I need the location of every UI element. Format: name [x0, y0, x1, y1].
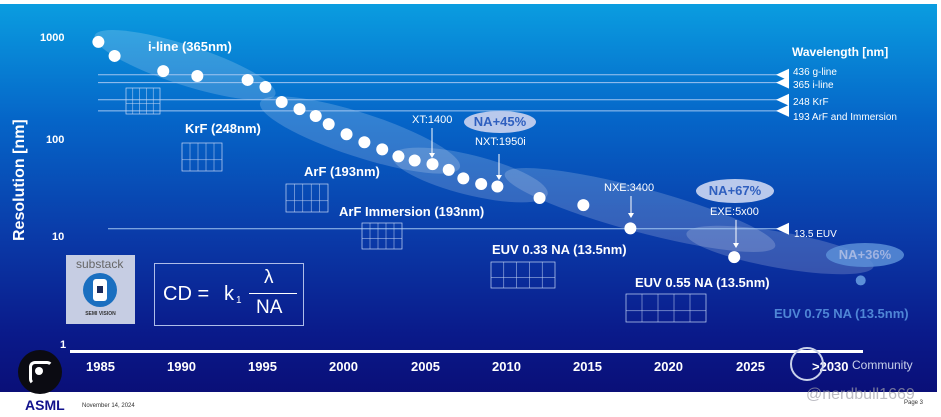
data-point-19: [491, 180, 504, 193]
x-tick-2010: 2010: [492, 359, 521, 374]
wavelength-label-193: 193 ArF and Immersion: [793, 112, 897, 123]
x-tick-2000: 2000: [329, 359, 358, 374]
data-point-5: [259, 80, 272, 93]
machine-icon-0: [125, 87, 161, 115]
machine-label-xt1400: XT:1400: [412, 114, 453, 126]
substack-semivision-logo: substack SEMI VISION: [66, 255, 135, 324]
machine-arrowhead-1: [496, 175, 502, 180]
formula-k-sub: 1: [236, 295, 242, 306]
x-tick-1995: 1995: [248, 359, 277, 374]
y-tick-100: 100: [46, 134, 65, 146]
data-point-1: [108, 49, 121, 62]
machine-arrowhead-2: [628, 213, 634, 218]
machine-icon-1: [181, 142, 223, 172]
semivision-emblem-icon: [83, 273, 117, 307]
data-point-15: [426, 158, 439, 171]
formula-numerator: λ: [264, 267, 274, 288]
machine-icon-5: [625, 293, 707, 323]
y-tick-1000: 1000: [40, 32, 65, 44]
data-point-21: [577, 199, 590, 212]
data-point-2: [157, 65, 170, 78]
data-point-10: [340, 128, 353, 141]
data-point-11: [358, 136, 371, 149]
tech-label-arf-immersion: ArF Immersion (193nm): [339, 204, 485, 219]
wavelength-marker-13.5: [776, 222, 789, 235]
x-tick-2015: 2015: [573, 359, 602, 374]
machine-icon-3: [361, 222, 403, 250]
wavelength-marker-436: [776, 68, 789, 81]
data-point-14: [408, 154, 421, 167]
community-watermark: Community: [852, 358, 913, 372]
x-tick-2025: 2025: [736, 359, 765, 374]
formula-k: k: [224, 283, 234, 305]
wavelength-title: Wavelength [nm]: [792, 45, 889, 59]
data-point-7: [293, 103, 306, 116]
wavelength-label-euv: 13.5 EUV: [794, 229, 837, 240]
machine-label-nxe3400: NXE:3400: [604, 182, 655, 194]
x-tick-1990: 1990: [167, 359, 196, 374]
na-badge-67: NA+67%: [696, 179, 774, 203]
na-badge-45: NA+45%: [464, 111, 536, 133]
data-point-9: [322, 118, 335, 131]
data-point-22: [624, 222, 637, 235]
technology-band-4: [686, 225, 874, 275]
machine-arrowhead-0: [429, 153, 435, 158]
data-point-16: [442, 163, 455, 176]
data-point-13: [392, 150, 405, 163]
formula-fraction-bar: [249, 293, 297, 294]
na-badge-36: NA+36%: [826, 243, 904, 267]
data-point-24: [855, 275, 866, 286]
wavelength-marker-248: [776, 93, 789, 106]
wavelength-label-248: 248 KrF: [793, 97, 829, 108]
x-tick-2005: 2005: [411, 359, 440, 374]
data-point-3: [191, 70, 204, 83]
substack-brand: substack: [76, 257, 124, 271]
data-point-23: [728, 251, 741, 264]
page-number: Page 3: [904, 400, 924, 406]
wavelength-marker-365: [776, 76, 789, 89]
wavelength-marker-193: [776, 104, 789, 117]
y-tick-1: 1: [60, 339, 67, 351]
machine-label-exe5x00: EXE:5x00: [710, 206, 759, 218]
data-point-20: [533, 192, 546, 205]
technology-band-3: [504, 167, 776, 253]
formula-box: CD = k 1 λ NA: [154, 263, 304, 326]
asml-logo: ASML: [25, 397, 65, 413]
machine-label-nxt1950i: NXT:1950i: [475, 136, 526, 148]
y-axis-title: Resolution [nm]: [11, 119, 28, 241]
technology-band-0: [94, 30, 276, 100]
user-watermark: @nerdbull1669: [806, 386, 915, 403]
data-point-0: [92, 35, 105, 48]
tech-label-euv-055: EUV 0.55 NA (13.5nm): [635, 275, 770, 290]
lens-icon: [29, 361, 53, 385]
machine-arrowhead-3: [733, 243, 739, 248]
data-point-18: [475, 178, 488, 191]
footer-date: November 14, 2024: [82, 403, 135, 409]
community-logo-icon: [790, 347, 824, 381]
data-point-8: [309, 109, 322, 122]
tech-label-arf: ArF (193nm): [304, 164, 380, 179]
data-point-12: [376, 143, 389, 156]
y-tick-10: 10: [52, 231, 65, 243]
semivision-name: SEMI VISION: [85, 311, 116, 317]
x-axis-line: [70, 350, 863, 353]
tech-label-euv-075: EUV 0.75 NA (13.5nm): [774, 306, 909, 321]
wavelength-label-365: 365 i-line: [793, 80, 834, 91]
x-tick-2020: 2020: [654, 359, 683, 374]
machine-icon-4: [490, 261, 556, 289]
tech-label-iline: i-line (365nm): [148, 39, 232, 54]
data-point-4: [241, 73, 254, 86]
formula-denominator: NA: [256, 297, 283, 318]
data-point-6: [275, 95, 288, 108]
tech-label-euv-033: EUV 0.33 NA (13.5nm): [492, 242, 627, 257]
slide: [0, 4, 937, 392]
data-point-17: [457, 172, 470, 185]
formula-lhs: CD =: [163, 283, 210, 305]
x-tick-1985: 1985: [86, 359, 115, 374]
wavelength-label-436: 436 g-line: [793, 67, 837, 78]
machine-icon-2: [285, 183, 329, 213]
google-lens-button[interactable]: [18, 350, 62, 394]
tech-label-krf: KrF (248nm): [185, 121, 261, 136]
